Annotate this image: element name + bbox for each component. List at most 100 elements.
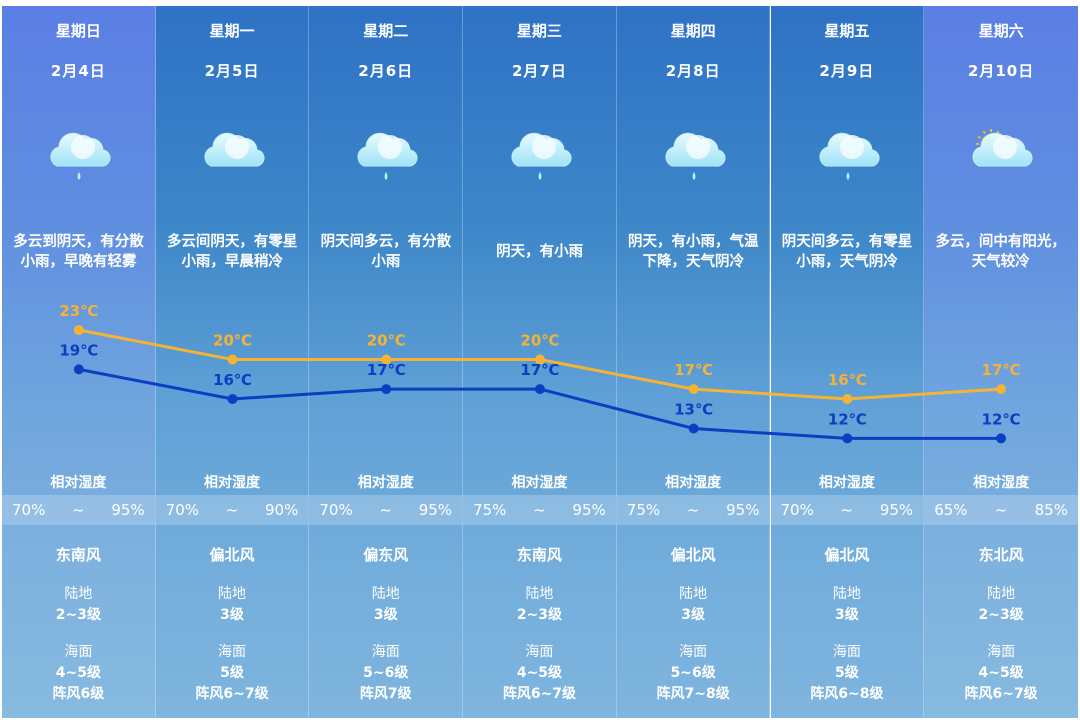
weekday-label: 星期日 bbox=[55, 22, 101, 40]
land-label: 陆地 bbox=[525, 586, 554, 602]
day-column: 星期六 2月10日 多云，间中有阳光，天气较冷 相对湿度 65% ~ 85% 东… bbox=[924, 6, 1078, 718]
humidity-low: 75% bbox=[473, 501, 507, 519]
weekday-label: 星期二 bbox=[363, 22, 409, 40]
humidity-separator: ~ bbox=[225, 501, 239, 519]
wind-direction: 东南风 bbox=[516, 546, 562, 564]
sea-wind-level: 5~6级 bbox=[670, 665, 716, 681]
land-wind-level: 2~3级 bbox=[55, 607, 101, 623]
sea-wind-level: 5级 bbox=[834, 665, 859, 681]
land-wind-level: 3级 bbox=[834, 607, 859, 623]
weather-description: 阴天，有小雨 bbox=[496, 244, 584, 260]
cloud-rain-icon bbox=[350, 122, 422, 186]
gust-level: 阵风6~7级 bbox=[502, 686, 577, 702]
humidity-high: 90% bbox=[265, 501, 299, 519]
land-wind-level: 3级 bbox=[373, 607, 398, 623]
cloud-rain-icon bbox=[504, 122, 576, 186]
day-column: 星期二 2月6日 阴天间多云，有分散小雨 相对湿度 70% ~ 95% 偏东风 … bbox=[309, 6, 464, 718]
weather-description: 多云到阴天，有分散小雨，早晚有轻雾 bbox=[13, 234, 144, 270]
humidity-high: 95% bbox=[879, 501, 914, 519]
sea-wind-level: 4~5级 bbox=[55, 665, 101, 681]
gust-level: 阵风7级 bbox=[359, 686, 412, 702]
humidity-low: 75% bbox=[626, 501, 661, 519]
land-wind-level: 3级 bbox=[681, 607, 706, 623]
sea-label: 海面 bbox=[64, 644, 93, 660]
land-label: 陆地 bbox=[218, 586, 247, 602]
humidity-separator: ~ bbox=[379, 501, 393, 519]
land-label: 陆地 bbox=[679, 586, 708, 602]
humidity-separator: ~ bbox=[72, 501, 85, 519]
sea-wind-level: 4~5级 bbox=[978, 665, 1024, 681]
weather-description: 多云，间中有阳光，天气较冷 bbox=[935, 234, 1066, 270]
day-column: 星期五 2月9日 阴天间多云，有零星小雨，天气阴冷 相对湿度 70% ~ 95%… bbox=[770, 6, 925, 718]
weekday-label: 星期五 bbox=[824, 22, 870, 40]
humidity-label: 相对湿度 bbox=[818, 475, 875, 491]
humidity-separator: ~ bbox=[686, 501, 700, 519]
sea-wind-level: 5~6级 bbox=[363, 665, 409, 681]
humidity-range: 70% ~ 95% bbox=[770, 495, 924, 525]
wind-direction: 偏北风 bbox=[209, 546, 255, 564]
land-label: 陆地 bbox=[987, 586, 1016, 602]
sea-wind-level: 4~5级 bbox=[516, 665, 563, 681]
date-label: 2月10日 bbox=[967, 62, 1035, 80]
humidity-high: 95% bbox=[726, 501, 760, 519]
humidity-range: 70% ~ 95% bbox=[309, 495, 463, 525]
date-label: 2月5日 bbox=[204, 62, 260, 80]
sun-cloud-icon bbox=[965, 122, 1037, 186]
humidity-separator: ~ bbox=[533, 501, 546, 519]
humidity-range: 65% ~ 85% bbox=[924, 495, 1078, 525]
wind-direction: 偏东风 bbox=[363, 546, 409, 564]
sea-label: 海面 bbox=[218, 644, 247, 660]
sea-label: 海面 bbox=[987, 644, 1016, 660]
date-label: 2月6日 bbox=[358, 62, 414, 80]
day-column: 星期四 2月8日 阴天，有小雨，气温下降，天气阴冷 相对湿度 75% ~ 95%… bbox=[616, 6, 771, 718]
gust-level: 阵风6级 bbox=[52, 686, 105, 702]
humidity-low: 70% bbox=[319, 501, 353, 519]
sea-wind-level: 5级 bbox=[220, 665, 244, 681]
land-label: 陆地 bbox=[64, 586, 93, 602]
weather-description: 多云间阴天，有零星小雨，早晨稍冷 bbox=[166, 234, 298, 270]
weather-description: 阴天间多云，有零星小雨，天气阴冷 bbox=[781, 234, 913, 270]
date-label: 2月4日 bbox=[50, 62, 106, 80]
cloud-icon bbox=[197, 122, 269, 186]
sea-label: 海面 bbox=[371, 644, 400, 660]
wind-direction: 偏北风 bbox=[670, 546, 716, 564]
day-column: 星期日 2月4日 多云到阴天，有分散小雨，早晚有轻雾 相对湿度 70% ~ 95… bbox=[2, 6, 156, 718]
humidity-label: 相对湿度 bbox=[50, 475, 107, 491]
humidity-low: 65% bbox=[934, 501, 968, 519]
weather-description: 阴天间多云，有分散小雨 bbox=[320, 234, 452, 270]
humidity-high: 95% bbox=[418, 501, 453, 519]
day-column: 星期一 2月5日 多云间阴天，有零星小雨，早晨稍冷 相对湿度 70% ~ 90%… bbox=[155, 6, 310, 718]
humidity-range: 75% ~ 95% bbox=[616, 495, 770, 525]
sea-label: 海面 bbox=[832, 644, 861, 660]
humidity-high: 95% bbox=[111, 501, 145, 519]
day-column: 星期三 2月7日 阴天，有小雨 相对湿度 75% ~ 95% 东南风 陆地 2~… bbox=[463, 6, 617, 718]
land-wind-level: 2~3级 bbox=[516, 607, 563, 623]
humidity-range: 75% ~ 95% bbox=[463, 495, 616, 525]
humidity-label: 相对湿度 bbox=[665, 475, 722, 491]
humidity-label: 相对湿度 bbox=[204, 475, 261, 491]
humidity-label: 相对湿度 bbox=[973, 475, 1030, 491]
land-wind-level: 2~3级 bbox=[978, 607, 1024, 623]
cloud-rain-icon bbox=[812, 122, 884, 186]
humidity-range: 70% ~ 90% bbox=[155, 495, 309, 525]
gust-level: 阵风6~7级 bbox=[964, 686, 1038, 702]
humidity-separator: ~ bbox=[994, 501, 1008, 519]
humidity-label: 相对湿度 bbox=[357, 475, 414, 491]
weekday-label: 星期一 bbox=[209, 22, 255, 40]
humidity-low: 70% bbox=[165, 501, 200, 519]
gust-level: 阵风6~8级 bbox=[810, 686, 884, 702]
humidity-high: 95% bbox=[572, 501, 606, 519]
date-label: 2月8日 bbox=[665, 62, 721, 80]
land-label: 陆地 bbox=[832, 586, 861, 602]
gust-level: 阵风7~8级 bbox=[656, 686, 730, 702]
cloud-rain-icon bbox=[658, 122, 730, 186]
weather-forecast-panel: 星期日 2月4日 多云到阴天，有分散小雨，早晚有轻雾 相对湿度 70% ~ 95… bbox=[2, 6, 1078, 718]
humidity-separator: ~ bbox=[840, 501, 854, 519]
sea-label: 海面 bbox=[679, 644, 708, 660]
humidity-low: 70% bbox=[12, 501, 46, 519]
sea-label: 海面 bbox=[525, 644, 554, 660]
land-wind-level: 3级 bbox=[220, 607, 244, 623]
weekday-label: 星期四 bbox=[670, 22, 716, 40]
weekday-label: 星期三 bbox=[516, 22, 562, 40]
date-label: 2月9日 bbox=[819, 62, 875, 80]
